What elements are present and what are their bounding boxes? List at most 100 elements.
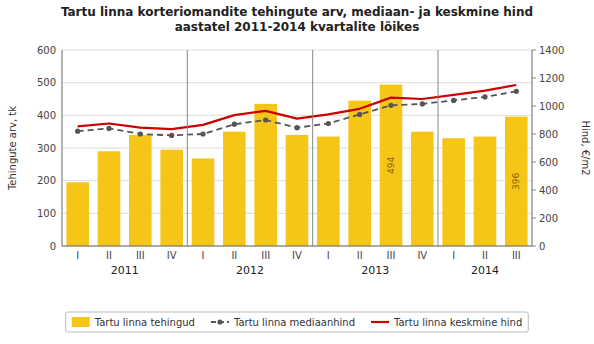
marker	[482, 94, 487, 99]
x-tick-label: III	[136, 250, 145, 261]
x-tick-label: I	[452, 250, 455, 261]
y2-tick	[532, 78, 536, 79]
y2-tick	[532, 134, 536, 135]
y-axis-label: Tehingute arv, tk	[7, 106, 18, 191]
marker	[138, 131, 143, 136]
grid-line	[62, 115, 532, 116]
y2-tick	[532, 162, 536, 163]
plot-data	[66, 85, 527, 246]
y-tick-label: 400	[37, 110, 56, 121]
year-separator	[187, 50, 188, 246]
y2-tick	[532, 50, 536, 51]
grid-line	[62, 246, 532, 247]
y2-tick	[532, 246, 536, 247]
x-tick-label: I	[202, 250, 205, 261]
bar	[442, 138, 465, 246]
legend-swatch	[72, 317, 90, 327]
chart: Tartu linna korteriomandite tehingute ar…	[0, 0, 594, 344]
y-tick-label: 300	[37, 143, 56, 154]
bar	[348, 101, 371, 246]
marker	[514, 89, 519, 94]
legend-label: Tartu linna mediaanhind	[233, 317, 355, 328]
bar	[474, 137, 497, 246]
legend-item: Tartu linna tehingud	[72, 317, 195, 328]
bar	[129, 135, 152, 246]
y2-tick-label: 1200	[539, 73, 564, 84]
marker	[451, 98, 456, 103]
y-tick-label: 100	[37, 208, 56, 219]
x-tick-label: III	[512, 250, 521, 261]
y2-tick	[532, 218, 536, 219]
x-tick-label: II	[231, 250, 237, 261]
bar	[66, 182, 89, 246]
y-tick-label: 500	[37, 77, 56, 88]
y2-axis	[532, 50, 533, 246]
line	[78, 85, 517, 129]
bar	[317, 137, 340, 246]
year-separator	[312, 50, 313, 246]
y2-tick-label: 1000	[539, 101, 564, 112]
bar	[286, 135, 309, 246]
legend-marker	[217, 319, 222, 324]
grid-line	[62, 82, 532, 83]
x-tick-label: II	[357, 250, 363, 261]
legend-item: Tartu linna mediaanhind	[211, 317, 355, 328]
y-tick-label: 0	[50, 241, 56, 252]
y2-tick-label: 1400	[539, 45, 564, 56]
year-label: 2013	[361, 264, 389, 277]
marker	[232, 122, 237, 127]
x-tick-label: I	[76, 250, 79, 261]
marker	[263, 117, 268, 122]
legend-frame	[66, 312, 529, 332]
marker	[357, 112, 362, 117]
legend-swatch	[371, 321, 389, 323]
marker	[326, 121, 331, 126]
x-tick-label: IV	[292, 250, 302, 261]
year-label: 2012	[236, 264, 264, 277]
y-tick-label: 200	[37, 175, 56, 186]
bar	[223, 132, 246, 246]
year-separator	[438, 50, 439, 246]
marker	[75, 129, 80, 134]
data-label: 494	[386, 156, 396, 173]
x-tick-label: III	[387, 250, 396, 261]
x-tick-label: II	[482, 250, 488, 261]
marker	[388, 103, 393, 108]
y-tick-label: 600	[37, 45, 56, 56]
x-axis	[62, 246, 532, 247]
bar	[505, 117, 528, 246]
x-tick-label: IV	[417, 250, 427, 261]
y2-tick	[532, 106, 536, 107]
y2-tick-label: 800	[539, 129, 558, 140]
grid	[62, 50, 532, 246]
y2-tick	[532, 190, 536, 191]
title: Tartu linna korteriomandite tehingute ar…	[61, 5, 533, 34]
marker	[106, 126, 111, 131]
y2-tick-label: 200	[539, 213, 558, 224]
grid-line	[62, 50, 532, 51]
legend-item: Tartu linna keskmine hind	[371, 317, 522, 328]
x-tick-label: IV	[167, 250, 177, 261]
y2-axis-label: Hind, €/m2	[580, 120, 591, 175]
bar	[411, 132, 434, 246]
x-tick-label: I	[327, 250, 330, 261]
data-label: 396	[511, 172, 521, 189]
marker	[420, 101, 425, 106]
year-label: 2011	[111, 264, 139, 277]
y-axis	[62, 50, 63, 246]
bar	[98, 151, 121, 246]
x-tick-label: II	[106, 250, 112, 261]
y2-tick-label: 600	[539, 157, 558, 168]
bar	[380, 85, 403, 246]
marker	[294, 125, 299, 130]
legend: Tartu linna tehingud Tartu linna mediaanh…	[66, 312, 529, 332]
legend-label: Tartu linna tehingud	[94, 317, 195, 328]
x-tick-label: III	[261, 250, 270, 261]
y2-tick-label: 0	[539, 241, 545, 252]
marker	[169, 133, 174, 138]
bar	[160, 150, 183, 246]
y2-tick-label: 400	[539, 185, 558, 196]
bar	[192, 158, 215, 246]
year-label: 2014	[471, 264, 499, 277]
legend-label: Tartu linna keskmine hind	[393, 317, 522, 328]
